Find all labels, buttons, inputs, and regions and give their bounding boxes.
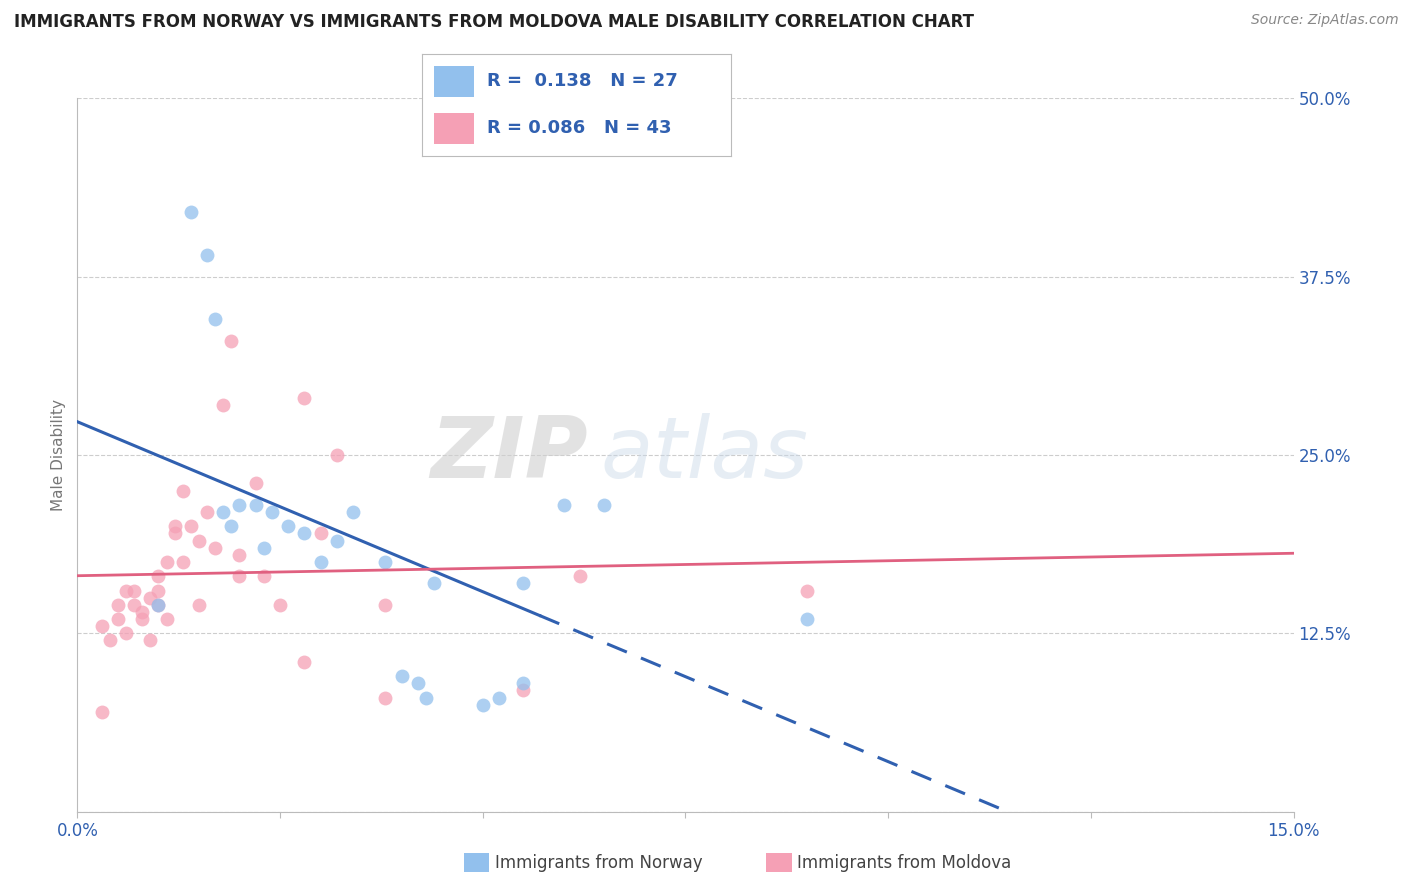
Point [309,555,332,569]
Point [374,690,396,705]
FancyBboxPatch shape [434,113,474,144]
Point [107,612,129,626]
Point [391,669,413,683]
Point [155,612,177,626]
Point [292,526,315,541]
Point [228,498,250,512]
Point [90,619,112,633]
Point [221,334,243,348]
Text: Immigrants from Norway: Immigrants from Norway [495,854,703,871]
Point [204,312,226,326]
Point [212,505,235,519]
Point [148,569,170,583]
Point [163,519,186,533]
Point [163,526,186,541]
Point [212,398,235,412]
Point [423,576,446,591]
Point [228,569,250,583]
Point [195,248,218,262]
Point [155,555,177,569]
Text: atlas: atlas [600,413,808,497]
Point [796,612,818,626]
Point [512,676,534,690]
Point [277,519,299,533]
Point [221,519,243,533]
Point [569,569,592,583]
Point [269,598,291,612]
Point [115,583,138,598]
Point [326,448,349,462]
Point [342,505,364,519]
Point [148,598,170,612]
Text: IMMIGRANTS FROM NORWAY VS IMMIGRANTS FROM MOLDOVA MALE DISABILITY CORRELATION CH: IMMIGRANTS FROM NORWAY VS IMMIGRANTS FRO… [14,13,974,31]
Point [471,698,494,712]
Point [148,598,170,612]
Point [115,626,138,640]
Point [107,598,129,612]
Text: Immigrants from Moldova: Immigrants from Moldova [797,854,1011,871]
Point [188,598,211,612]
Point [406,676,429,690]
Point [148,583,170,598]
Y-axis label: Male Disability: Male Disability [51,399,66,511]
Point [326,533,349,548]
Point [180,519,202,533]
Point [309,526,332,541]
FancyBboxPatch shape [434,66,474,96]
Text: Source: ZipAtlas.com: Source: ZipAtlas.com [1251,13,1399,28]
Point [172,555,194,569]
Point [204,541,226,555]
Point [139,591,162,605]
Point [374,598,396,612]
Point [488,690,510,705]
Point [122,583,145,598]
Point [90,705,112,719]
Point [512,683,534,698]
Point [131,605,153,619]
Text: R = 0.086   N = 43: R = 0.086 N = 43 [486,120,671,137]
Point [195,505,218,519]
Point [253,541,276,555]
Point [172,483,194,498]
Point [180,205,202,219]
Point [131,612,153,626]
Point [260,505,283,519]
Point [292,655,315,669]
Point [593,498,616,512]
Point [512,576,534,591]
Point [253,569,276,583]
Point [245,476,267,491]
Text: R =  0.138   N = 27: R = 0.138 N = 27 [486,72,678,90]
Point [98,633,121,648]
Point [415,690,437,705]
Point [374,555,396,569]
Point [796,583,818,598]
Point [292,391,315,405]
Text: ZIP: ZIP [430,413,588,497]
Point [553,498,575,512]
Point [228,548,250,562]
Point [188,533,211,548]
Point [122,598,145,612]
Point [139,633,162,648]
Point [245,498,267,512]
